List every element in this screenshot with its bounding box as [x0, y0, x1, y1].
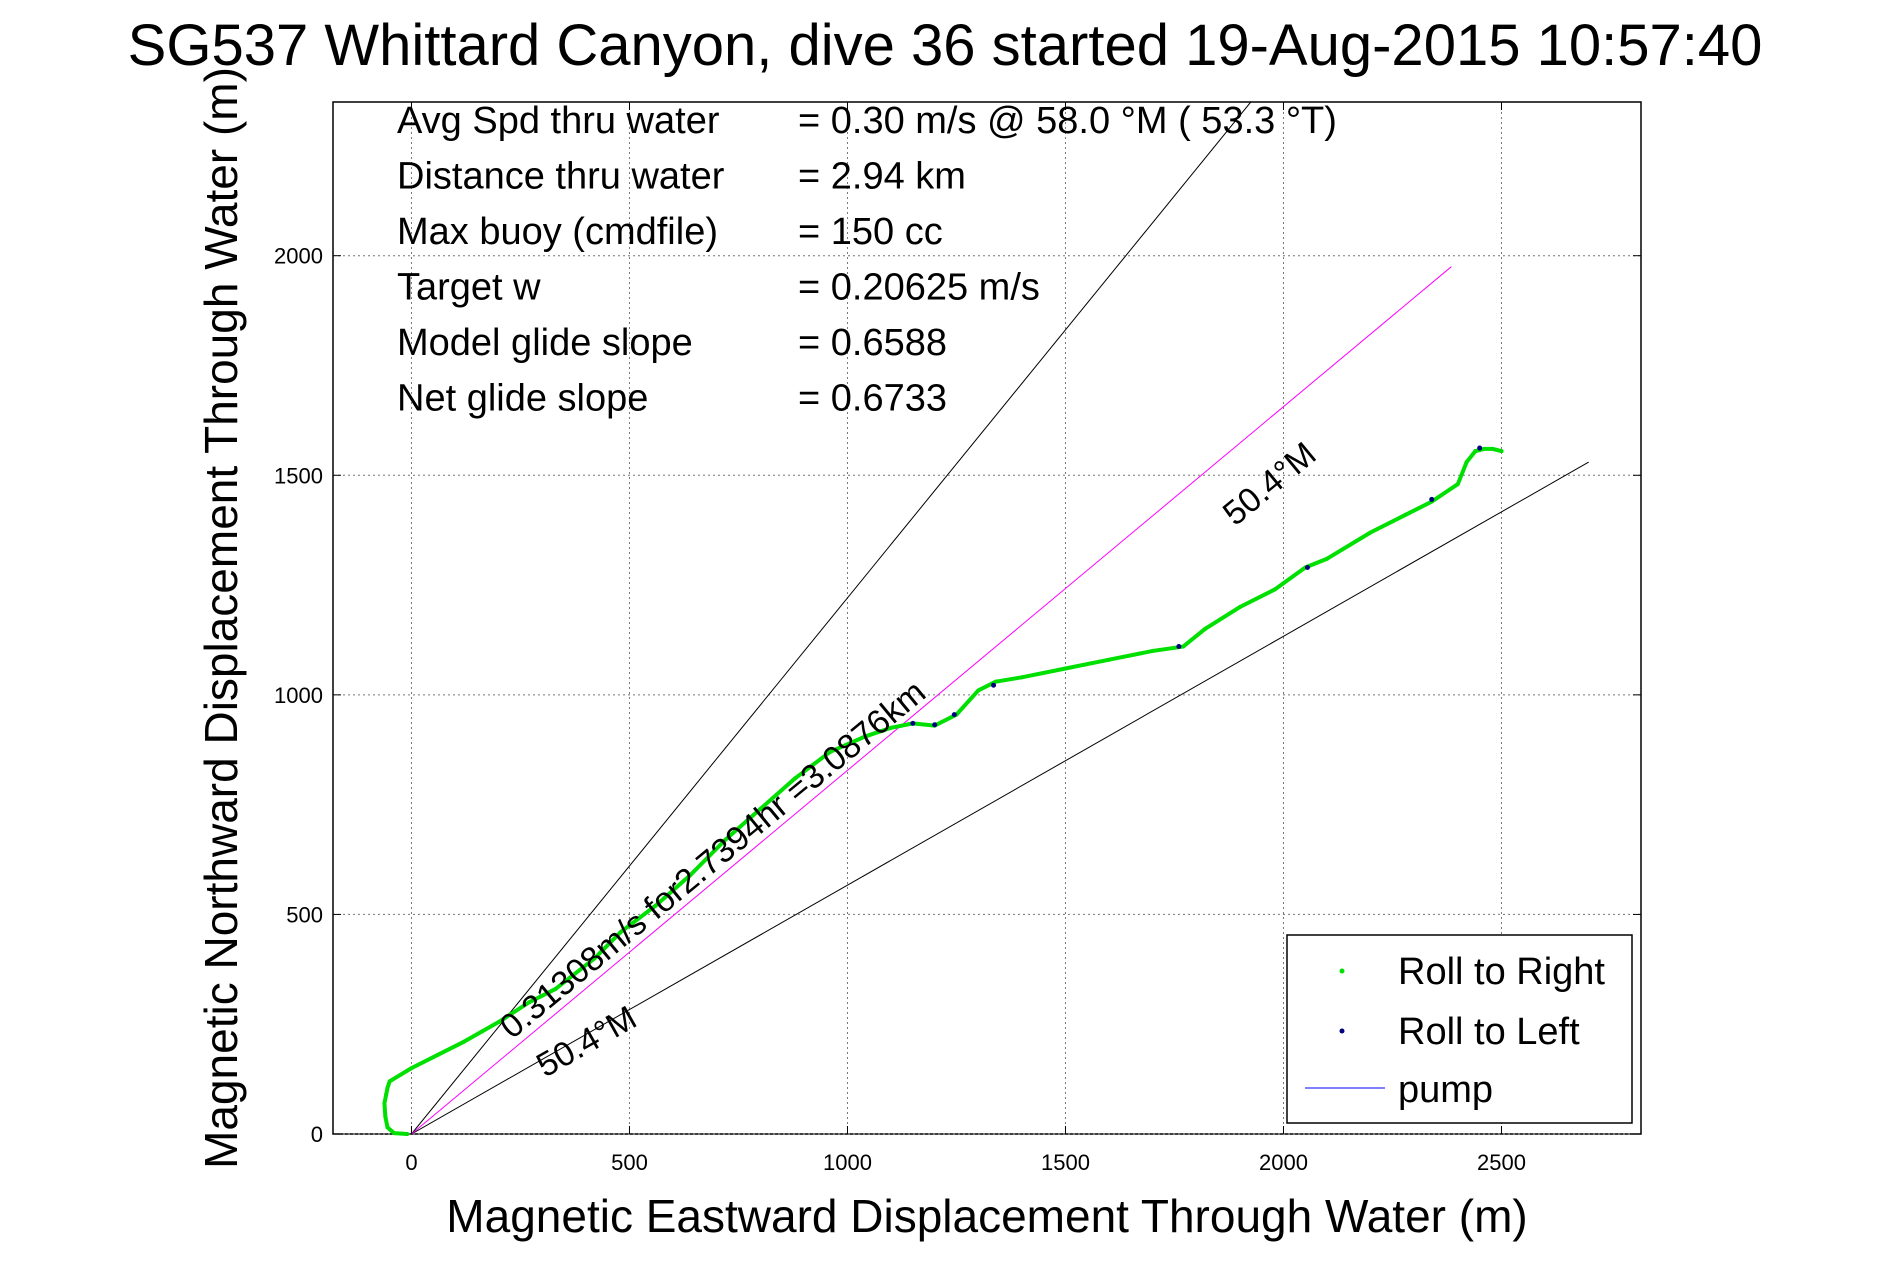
roll-right-point: [1499, 449, 1504, 454]
roll-left-point: [932, 722, 938, 728]
roll-left-point: [951, 712, 957, 718]
x-tick-label: 0: [405, 1150, 417, 1175]
roll-right-point: [1325, 556, 1330, 561]
roll-right-point: [1019, 675, 1024, 680]
reference-line-sector-lower: [411, 461, 1589, 1134]
roll-left-point: [1429, 496, 1435, 502]
roll-left-point: [1477, 445, 1483, 451]
roll-right-point: [392, 1131, 397, 1136]
roll-right-point: [592, 956, 597, 961]
y-axis-label: Magnetic Northward Displacement Through …: [195, 67, 247, 1169]
stat-value: = 0.30 m/s @ 58.0 °M ( 53.3 °T): [798, 100, 1337, 142]
stat-label: Net glide slope: [397, 378, 648, 420]
legend-label-pump: pump: [1398, 1069, 1493, 1111]
roll-right-point: [382, 1101, 387, 1106]
x-tick-label: 500: [611, 1150, 648, 1175]
x-tick-label: 2500: [1477, 1150, 1526, 1175]
stat-label: Distance thru water: [397, 156, 725, 198]
roll-right-point: [1107, 657, 1112, 662]
legend-marker-roll-left: [1339, 1028, 1345, 1034]
legend-label-roll-left: Roll to Left: [1398, 1011, 1580, 1053]
roll-right-point: [383, 1114, 388, 1119]
roll-right-point: [1473, 449, 1478, 454]
roll-right-point: [384, 1092, 389, 1097]
roll-right-point: [993, 679, 998, 684]
roll-right-point: [862, 734, 867, 739]
stat-value: = 0.6588: [798, 322, 947, 364]
roll-right-point: [409, 1066, 414, 1071]
roll-right-point: [828, 749, 833, 754]
x-tick-label: 2000: [1259, 1150, 1308, 1175]
roll-right-point: [527, 1000, 532, 1005]
roll-right-point: [405, 1132, 410, 1136]
ticks: 0 500 1000 1500 2000 2500 0 500 1000 1500 2000: [274, 102, 1641, 1175]
x-tick-label: 1000: [823, 1150, 872, 1175]
y-tick-label: 1000: [274, 683, 323, 708]
legend-box: [1286, 934, 1633, 1124]
y-tick-label: 0: [311, 1122, 323, 1147]
roll-left-point: [991, 682, 997, 688]
legend-label-roll-right: Roll to Right: [1398, 951, 1605, 993]
roll-right-point: [758, 807, 763, 812]
legend: Roll to Right Roll to Left pump: [1286, 934, 1633, 1124]
legend-marker-roll-right: [1339, 968, 1345, 974]
roll-right-point: [793, 776, 798, 781]
stats-block: Avg Spd thru water = 0.30 m/s @ 58.0 °M (…: [397, 100, 1337, 420]
roll-right-point: [1272, 587, 1277, 592]
y-tick-label: 500: [286, 902, 323, 927]
y-tick-label: 2000: [274, 244, 323, 269]
roll-right-point: [889, 725, 894, 730]
roll-right-point: [1063, 666, 1068, 671]
roll-right-point: [723, 837, 728, 842]
series-layer: [382, 445, 1504, 1136]
roll-right-point: [1482, 446, 1487, 451]
stat-value: = 150 cc: [798, 211, 943, 253]
roll-right-point: [385, 1125, 390, 1130]
roll-right-point: [1237, 605, 1242, 610]
roll-right-point: [618, 929, 623, 934]
roll-right-point: [1403, 512, 1408, 517]
stat-value: = 0.20625 m/s: [798, 267, 1040, 309]
stat-value: = 0.6733: [798, 378, 947, 420]
roll-right-point: [1368, 530, 1373, 535]
roll-right-point: [1203, 626, 1207, 631]
roll-right-point: [1464, 460, 1469, 465]
stat-label: Max buoy (cmdfile): [397, 211, 718, 253]
roll-right-point: [1490, 446, 1495, 451]
reference-line-heading-50.4M: [411, 266, 1452, 1134]
x-tick-label: 1500: [1041, 1150, 1090, 1175]
roll-right-point: [688, 872, 693, 877]
roll-right-point: [387, 1079, 392, 1084]
roll-right-point: [461, 1039, 466, 1044]
roll-right-point: [553, 987, 558, 992]
series-roll-to-right: [382, 446, 1504, 1136]
reference-line-sector-upper: [411, 102, 1252, 1134]
stat-label: Target w: [397, 267, 541, 309]
roll-right-point: [1181, 644, 1186, 649]
roll-right-point: [435, 1052, 440, 1057]
stat-label: Avg Spd thru water: [397, 100, 720, 142]
roll-right-point: [385, 1085, 390, 1090]
roll-right-point: [496, 1020, 501, 1025]
roll-left-point: [910, 720, 916, 726]
roll-right-point: [1455, 482, 1460, 487]
roll-left-point: [1176, 644, 1182, 650]
roll-right-point: [1150, 648, 1155, 653]
roll-right-point: [653, 903, 658, 908]
stat-label: Model glide slope: [397, 322, 693, 364]
x-axis-label: Magnetic Eastward Displacement Through W…: [446, 1190, 1527, 1242]
stat-value: = 2.94 km: [798, 156, 966, 198]
chart-title: SG537 Whittard Canyon, dive 36 started 1…: [128, 13, 1763, 78]
roll-left-point: [1304, 564, 1310, 570]
y-tick-label: 1500: [274, 463, 323, 488]
reference-lines: [411, 102, 1589, 1134]
roll-right-point: [976, 688, 981, 693]
